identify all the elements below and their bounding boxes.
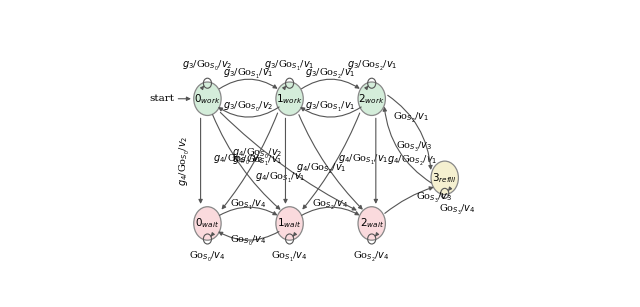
Text: Go$_{S_2}$/$v_4$: Go$_{S_2}$/$v_4$ — [353, 250, 390, 264]
Text: Go$_{S_1}$/$v_4$: Go$_{S_1}$/$v_4$ — [230, 198, 267, 212]
Text: $1_{work}$: $1_{work}$ — [276, 92, 303, 106]
Text: start: start — [149, 94, 174, 103]
Text: $g_4$/Go$_{S_0}$/$v_2$: $g_4$/Go$_{S_0}$/$v_2$ — [212, 153, 263, 167]
Text: $g_4$/Go$_{S_1}$/$v_1$: $g_4$/Go$_{S_1}$/$v_1$ — [339, 153, 388, 167]
Text: Go$_{S_2}$/$v_1$: Go$_{S_2}$/$v_1$ — [393, 111, 429, 125]
Text: Go$_{S_0}$/$v_4$: Go$_{S_0}$/$v_4$ — [189, 250, 226, 264]
Ellipse shape — [194, 207, 221, 240]
Ellipse shape — [358, 82, 385, 115]
Text: $g_4$/Go$_{S_1}$/$v_1$: $g_4$/Go$_{S_1}$/$v_1$ — [232, 154, 282, 168]
Text: $g_4$/Go$_{S_1}$/$v_1$: $g_4$/Go$_{S_1}$/$v_1$ — [255, 171, 306, 185]
Text: $2_{wait}$: $2_{wait}$ — [360, 216, 384, 230]
Text: Go$_{S_3}$/$v_3$: Go$_{S_3}$/$v_3$ — [396, 140, 433, 154]
Text: $g_3$/Go$_{S_0}$/$v_2$: $g_3$/Go$_{S_0}$/$v_2$ — [182, 59, 232, 73]
Ellipse shape — [358, 207, 385, 240]
Text: $g_3$/Go$_{S_1}$/$v_1$: $g_3$/Go$_{S_1}$/$v_1$ — [305, 100, 356, 115]
Text: Go$_{S_2}$/$v_4$: Go$_{S_2}$/$v_4$ — [312, 198, 349, 212]
Text: Go$_{S_1}$/$v_4$: Go$_{S_1}$/$v_4$ — [271, 250, 308, 264]
Ellipse shape — [194, 82, 221, 115]
Text: $g_4$/Go$_{S_2}$/$v_1$: $g_4$/Go$_{S_2}$/$v_1$ — [296, 162, 347, 176]
Text: Go$_{S_0}$/$v_4$: Go$_{S_0}$/$v_4$ — [230, 234, 267, 247]
Text: Go$_{S_3}$/$v_4$: Go$_{S_3}$/$v_4$ — [438, 203, 476, 217]
Ellipse shape — [431, 161, 458, 195]
Text: $g_4$/Go$_{S_2}$/$v_1$: $g_4$/Go$_{S_2}$/$v_1$ — [387, 154, 437, 168]
Text: $g_3$/Go$_{S_2}$/$v_1$: $g_3$/Go$_{S_2}$/$v_1$ — [305, 67, 356, 81]
Text: $2_{work}$: $2_{work}$ — [358, 92, 385, 106]
Text: $1_{wait}$: $1_{wait}$ — [278, 216, 301, 230]
Text: $g_4$/Go$_{S_0}$/$v_2$: $g_4$/Go$_{S_0}$/$v_2$ — [232, 146, 282, 161]
Text: $0_{wait}$: $0_{wait}$ — [195, 216, 220, 230]
Text: $3_{refill}$: $3_{refill}$ — [433, 171, 457, 185]
Text: $g_3$/Go$_{S_1}$/$v_1$: $g_3$/Go$_{S_1}$/$v_1$ — [264, 59, 315, 73]
Text: $g_3$/Go$_{S_1}$/$v_1$: $g_3$/Go$_{S_1}$/$v_1$ — [223, 67, 274, 81]
Ellipse shape — [276, 207, 303, 240]
Ellipse shape — [276, 82, 303, 115]
Text: $g_4$/Go$_{S_0}$/$v_2$: $g_4$/Go$_{S_0}$/$v_2$ — [179, 136, 193, 186]
Text: $0_{work}$: $0_{work}$ — [194, 92, 221, 106]
Text: Go$_{S_3}$/$v_3$: Go$_{S_3}$/$v_3$ — [416, 191, 452, 205]
Text: $g_3$/Go$_{S_0}$/$v_2$: $g_3$/Go$_{S_0}$/$v_2$ — [223, 100, 274, 115]
Text: $g_3$/Go$_{S_2}$/$v_1$: $g_3$/Go$_{S_2}$/$v_1$ — [346, 59, 397, 73]
